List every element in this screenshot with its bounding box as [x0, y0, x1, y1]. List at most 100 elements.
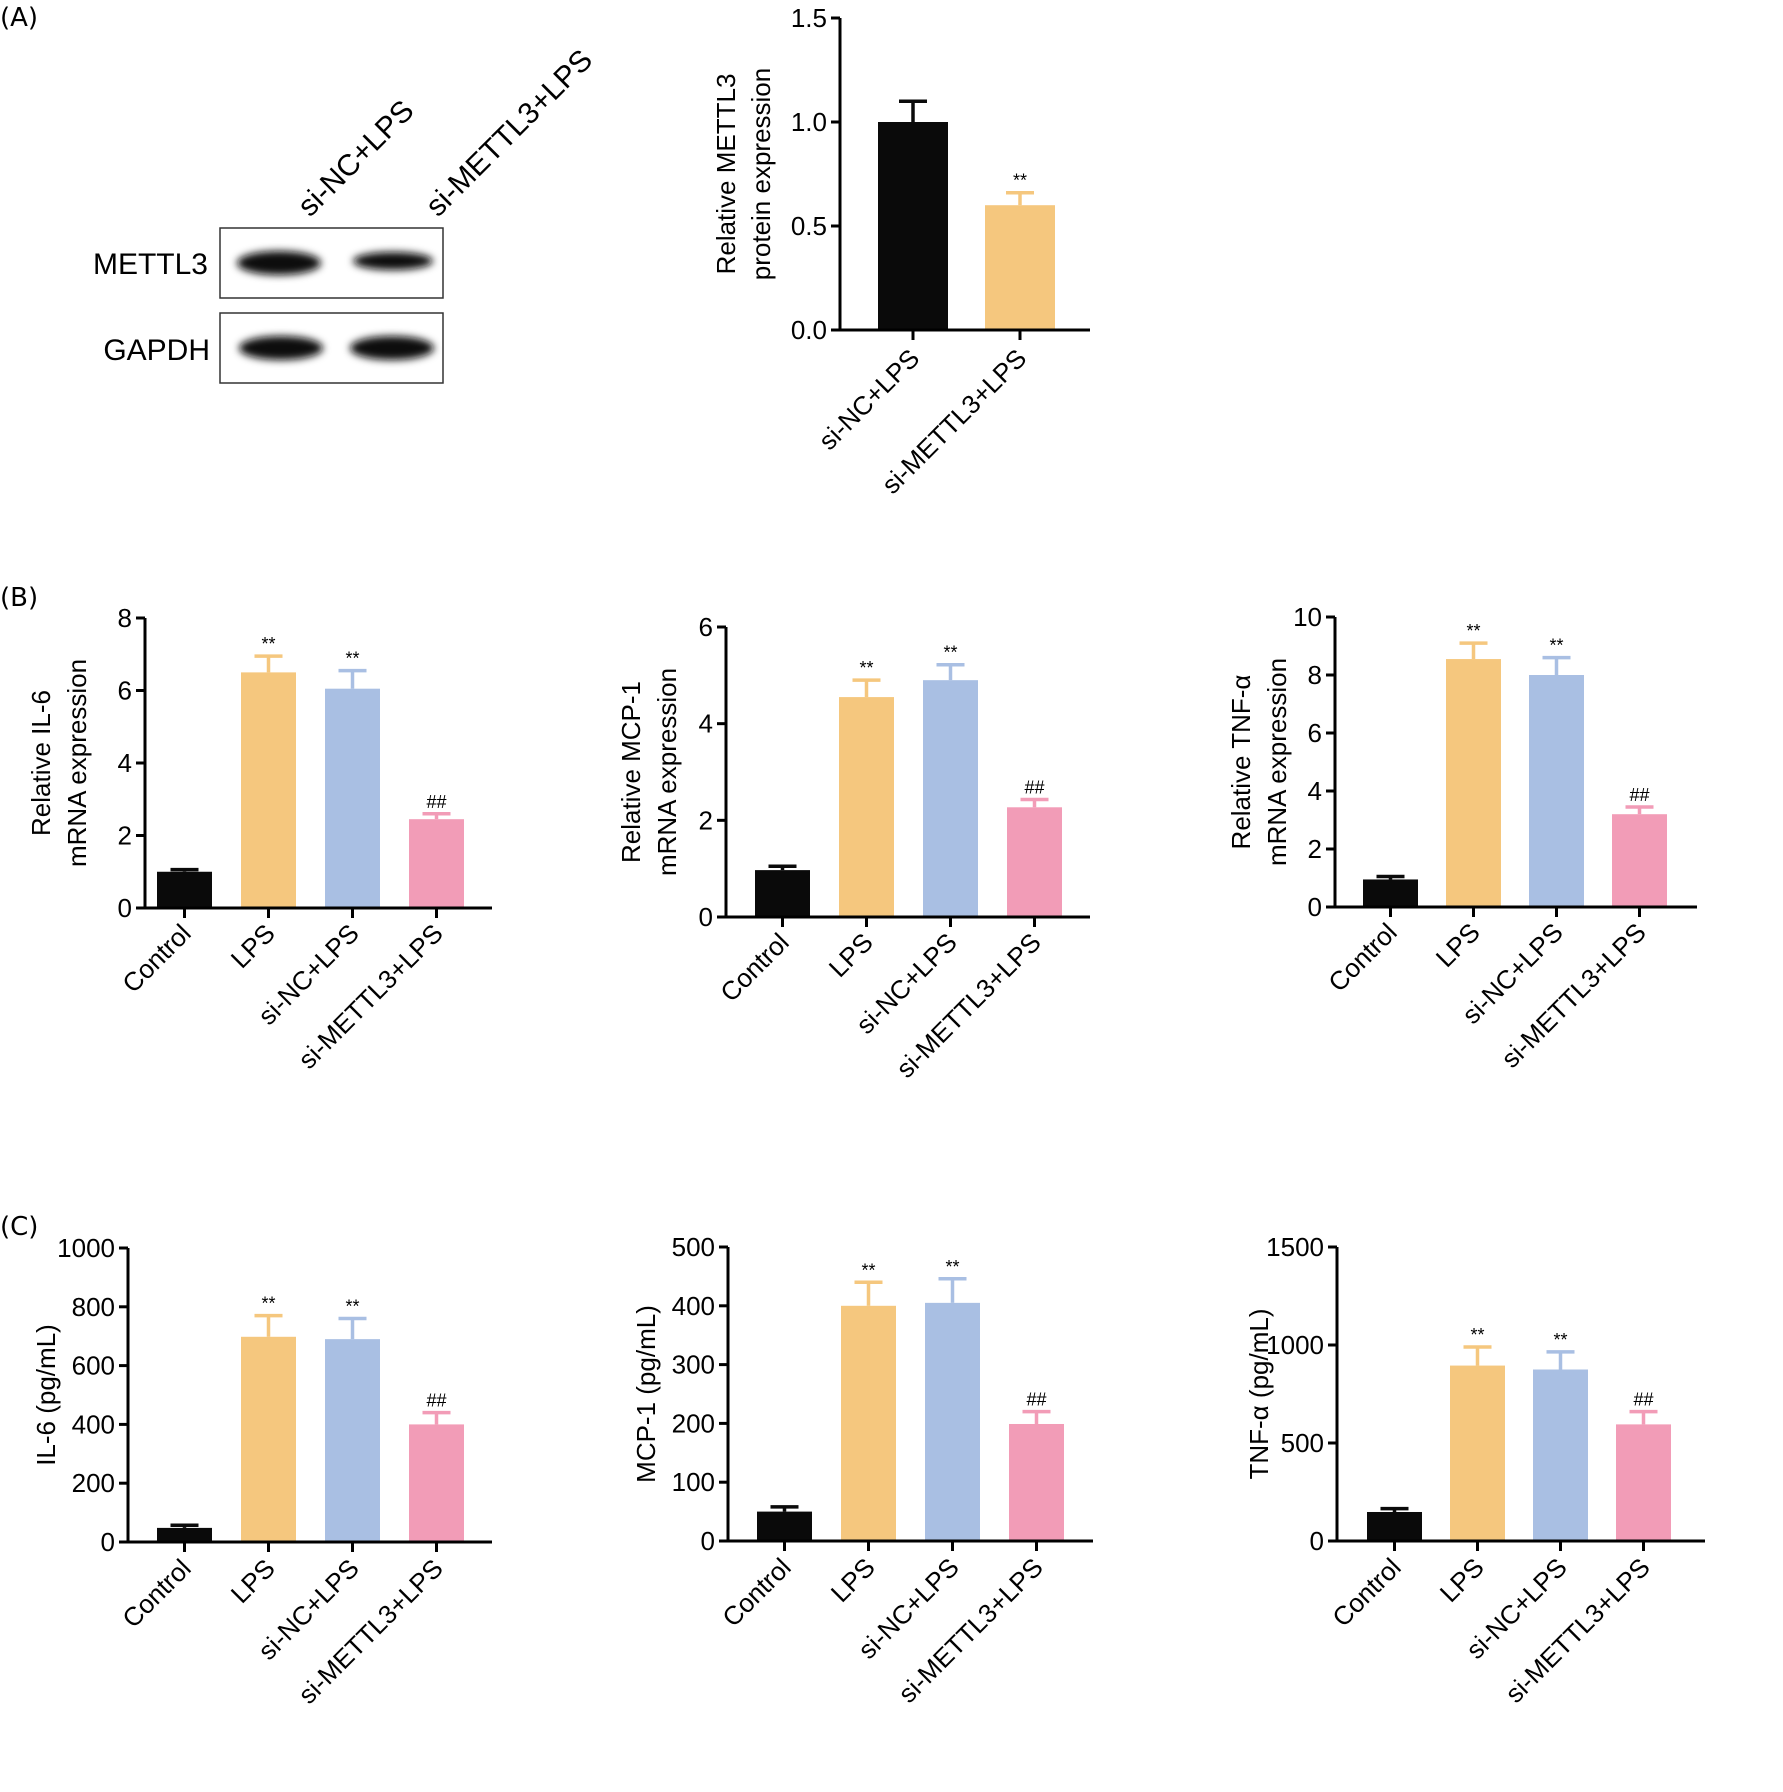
bar-si-nc-lps [1529, 675, 1584, 907]
bar-si-mettl3-lps [409, 819, 464, 908]
y-tick-label: 2 [699, 805, 713, 835]
y-tick-label: 1000 [1266, 1330, 1324, 1360]
bar-control [757, 1511, 812, 1541]
bar-si-mettl3-lps [409, 1424, 464, 1542]
y-axis-title: Relative MCP-1 [616, 681, 646, 863]
chart-b1: Control**LPS**si-NC+LPS##si-METTL3+LPS02… [26, 603, 492, 1075]
y-tick-label: 800 [72, 1292, 115, 1322]
significance-stars: ** [945, 1257, 959, 1277]
chart-c3: Control**LPS**si-NC+LPS##si-METTL3+LPS05… [1244, 1232, 1705, 1709]
x-tick-label: Control [116, 1553, 196, 1633]
y-tick-label: 0 [101, 1527, 115, 1557]
y-axis-title: Relative METTL3 [711, 74, 741, 275]
y-tick-label: 8 [1308, 660, 1322, 690]
y-tick-label: 400 [672, 1291, 715, 1321]
y-tick-label: 100 [672, 1467, 715, 1497]
bar-si-mettl3-lps [985, 205, 1055, 330]
y-axis-title: Relative TNF-α [1226, 675, 1256, 850]
y-tick-label: 300 [672, 1350, 715, 1380]
significance-stars: ** [261, 634, 275, 654]
wb-band-gapdh-lane2 [350, 336, 434, 360]
y-tick-label: 1500 [1266, 1232, 1324, 1262]
y-axis-title: TNF-α (pg/mL) [1244, 1308, 1274, 1479]
bar-si-mettl3-lps [1009, 1423, 1064, 1541]
significance-stars: ** [1553, 1330, 1567, 1350]
y-tick-label: 10 [1293, 602, 1322, 632]
y-tick-label: 200 [72, 1468, 115, 1498]
y-tick-label: 200 [672, 1408, 715, 1438]
y-tick-label: 1.5 [791, 3, 827, 33]
x-tick-label: Control [1326, 1552, 1406, 1632]
bar-control [755, 870, 810, 917]
y-tick-label: 600 [72, 1351, 115, 1381]
significance-hash: ## [426, 1391, 446, 1411]
y-axis-title: mRNA expression [62, 659, 92, 867]
y-axis-title: MCP-1 (pg/mL) [631, 1305, 661, 1483]
y-tick-label: 2 [118, 821, 132, 851]
bar-si-nc-lps [325, 1339, 380, 1542]
bar-control [157, 871, 212, 908]
y-tick-label: 1000 [57, 1233, 115, 1263]
x-tick-label: Control [714, 927, 794, 1007]
bar-si-nc-lps [925, 1302, 980, 1541]
significance-stars: ** [943, 643, 957, 663]
y-tick-label: 1.0 [791, 107, 827, 137]
significance-stars: ** [861, 1260, 875, 1280]
x-tick-label: si-METTL3+LPS [292, 918, 449, 1075]
bar-si-nc-lps [923, 680, 978, 917]
x-tick-label: si-METTL3+LPS [890, 927, 1047, 1084]
x-tick-label: si-METTL3+LPS [1499, 1552, 1656, 1709]
bar-si-nc-lps [878, 122, 948, 330]
x-tick-label: si-METTL3+LPS [292, 1553, 449, 1710]
western-blot: si-NC+LPS si-METTL3+LPS METTL3 GAPDH [93, 43, 600, 384]
x-tick-label: LPS [1430, 917, 1486, 973]
bar-si-nc-lps [1533, 1369, 1588, 1541]
significance-stars: ** [345, 1297, 359, 1317]
x-tick-label: Control [716, 1552, 796, 1632]
y-tick-label: 2 [1308, 834, 1322, 864]
bar-lps [1446, 659, 1501, 907]
x-tick-label: LPS [225, 918, 281, 974]
bar-si-nc-lps [325, 688, 380, 908]
significance-stars: ** [859, 658, 873, 678]
significance-stars: ** [1470, 1325, 1484, 1345]
y-axis-title: mRNA expression [1262, 658, 1292, 866]
bar-control [1367, 1511, 1422, 1541]
chart-b3: Control**LPS**si-NC+LPS##si-METTL3+LPS02… [1226, 602, 1697, 1074]
chart-c2: Control**LPS**si-NC+LPS##si-METTL3+LPS01… [631, 1232, 1093, 1709]
bar-si-mettl3-lps [1612, 814, 1667, 907]
bar-si-mettl3-lps [1007, 807, 1062, 917]
wb-band-mettl3-lane2 [353, 252, 433, 270]
x-tick-label: si-NC+LPS [813, 343, 926, 456]
panel-label-c: (C) [0, 1212, 38, 1242]
y-tick-label: 6 [118, 676, 132, 706]
wb-lane-label-si-nc: si-NC+LPS [292, 94, 421, 223]
bar-lps [839, 697, 894, 917]
x-tick-label: LPS [225, 1553, 281, 1609]
x-tick-label: Control [1322, 917, 1402, 997]
chart-a: si-NC+LPS**si-METTL3+LPS0.00.51.01.5Rela… [711, 3, 1090, 500]
wb-lane-label-si-mettl3: si-METTL3+LPS [420, 43, 600, 223]
y-axis-title: IL-6 (pg/mL) [31, 1324, 61, 1466]
chart-c1: Control**LPS**si-NC+LPS##si-METTL3+LPS02… [31, 1233, 492, 1710]
bar-lps [1450, 1365, 1505, 1541]
chart-b2: Control**LPS**si-NC+LPS##si-METTL3+LPS02… [616, 612, 1090, 1084]
bar-si-mettl3-lps [1616, 1424, 1671, 1541]
y-tick-label: 500 [1281, 1428, 1324, 1458]
wb-row-label-gapdh: GAPDH [103, 334, 210, 367]
panel-label-a: (A) [0, 3, 38, 33]
y-tick-label: 0 [1310, 1526, 1324, 1556]
y-axis-title: protein expression [746, 68, 776, 280]
y-tick-label: 4 [699, 709, 713, 739]
y-tick-label: 6 [1308, 718, 1322, 748]
y-tick-label: 0.5 [791, 211, 827, 241]
y-tick-label: 6 [699, 612, 713, 642]
significance-stars: ** [345, 649, 359, 669]
y-tick-label: 4 [118, 748, 132, 778]
panel-label-b: (B) [0, 583, 38, 613]
significance-stars: ** [1549, 636, 1563, 656]
x-tick-label: LPS [823, 927, 879, 983]
y-tick-label: 0.0 [791, 315, 827, 345]
y-tick-label: 0 [701, 1526, 715, 1556]
